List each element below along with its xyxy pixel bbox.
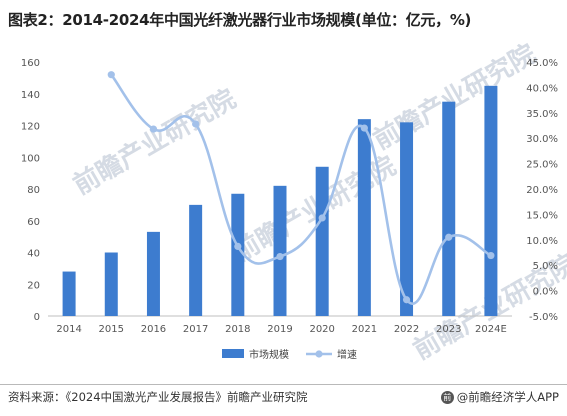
bar-2018 xyxy=(231,193,245,316)
bar-2024E xyxy=(484,85,498,316)
y-right-tick: 45.0% xyxy=(526,58,558,69)
y-left-tick: 0 xyxy=(34,312,40,323)
bar-2015 xyxy=(104,252,118,316)
bar-2021 xyxy=(357,119,371,317)
y-left-tick: 20 xyxy=(27,280,40,291)
y-right-tick: 20.0% xyxy=(526,185,558,196)
y-right-tick: 0.0% xyxy=(533,287,558,298)
x-tick-2014: 2014 xyxy=(56,324,81,335)
line-series xyxy=(107,71,495,305)
y-left-tick: 100 xyxy=(21,153,40,164)
bar-2020 xyxy=(315,166,329,316)
growth-point-2023 xyxy=(445,233,453,241)
y-right-tick: 5.0% xyxy=(533,261,558,272)
y-left-tick: 140 xyxy=(21,90,40,101)
bar-2016 xyxy=(146,231,160,316)
bar-2017 xyxy=(189,204,203,316)
chart-title: 图表2：2014-2024年中国光纤激光器行业市场规模(单位：亿元，%) xyxy=(8,11,472,29)
y-right-tick: 25.0% xyxy=(526,160,558,171)
x-tick-2017: 2017 xyxy=(183,324,208,335)
y-left-tick: 120 xyxy=(21,122,40,133)
y-right-tick: -5.0% xyxy=(529,312,558,323)
bar-2022 xyxy=(400,122,414,316)
growth-point-2024E xyxy=(487,251,495,260)
growth-point-2021 xyxy=(360,124,368,132)
y-left-tick: 60 xyxy=(27,217,40,228)
growth-point-2019 xyxy=(276,252,284,261)
y-right-axis-labels: -5.0% 0.0% 5.0% 10.0% 15.0% 20.0% 25.0% 30.0% 35… xyxy=(526,58,558,323)
watermark-text: 前瞻产业研究院 xyxy=(228,150,401,268)
growth-point-2017 xyxy=(192,120,200,128)
chart: 前瞻产业研究院前瞻产业研究院前瞻产业研究院前瞻产业研究院 20142015201… xyxy=(21,38,567,366)
y-left-axis-labels: 0 20 40 60 80 100 120 140 160 xyxy=(21,58,40,323)
x-tick-2022: 2022 xyxy=(394,324,419,335)
legend-bar-label: 市场规模 xyxy=(249,348,289,361)
growth-point-2015 xyxy=(107,71,115,79)
x-tick-2019: 2019 xyxy=(267,324,292,335)
bar-2023 xyxy=(442,101,456,316)
x-tick-2024E: 2024E xyxy=(475,324,507,335)
footer-divider xyxy=(0,384,567,385)
source-note: 资料来源：《2024中国激光产业发展报告》前瞻产业研究院 xyxy=(8,390,308,404)
x-tick-2020: 2020 xyxy=(309,324,334,335)
legend-line-marker xyxy=(315,350,323,358)
app-logo-icon: 前 xyxy=(440,390,454,404)
y-right-tick: 40.0% xyxy=(526,83,558,94)
watermark-text: 前瞻产业研究院 xyxy=(68,83,241,201)
legend-line-label: 增速 xyxy=(337,348,357,361)
legend-bar-swatch xyxy=(222,349,244,358)
x-axis-labels: 2014 2015 2016 2017 2018 2019 2020 2021 2022 2023… xyxy=(56,324,506,335)
bar-2014 xyxy=(62,271,76,316)
x-tick-2018: 2018 xyxy=(225,324,250,335)
x-tick-2016: 2016 xyxy=(141,324,166,335)
y-left-tick: 80 xyxy=(27,185,40,196)
y-right-tick: 30.0% xyxy=(526,134,558,145)
y-right-tick: 35.0% xyxy=(526,109,558,120)
credit: 前 @前瞻经济学人APP xyxy=(440,389,559,405)
growth-point-2018 xyxy=(234,242,242,251)
x-tick-2023: 2023 xyxy=(436,324,461,335)
growth-line xyxy=(110,73,492,305)
y-left-tick: 40 xyxy=(27,249,40,260)
bar-series xyxy=(62,85,498,317)
y-left-tick: 160 xyxy=(21,58,40,69)
x-tick-2021: 2021 xyxy=(352,324,377,335)
growth-point-2020 xyxy=(318,214,326,222)
growth-point-2016 xyxy=(149,125,158,133)
bar-2019 xyxy=(273,185,287,316)
credit-text: @前瞻经济学人APP xyxy=(456,390,559,404)
y-right-tick: 15.0% xyxy=(526,210,558,221)
legend: 市场规模 增速 xyxy=(222,348,357,361)
growth-point-2022 xyxy=(402,296,411,304)
x-tick-2015: 2015 xyxy=(99,324,124,335)
y-right-tick: 10.0% xyxy=(526,236,558,247)
